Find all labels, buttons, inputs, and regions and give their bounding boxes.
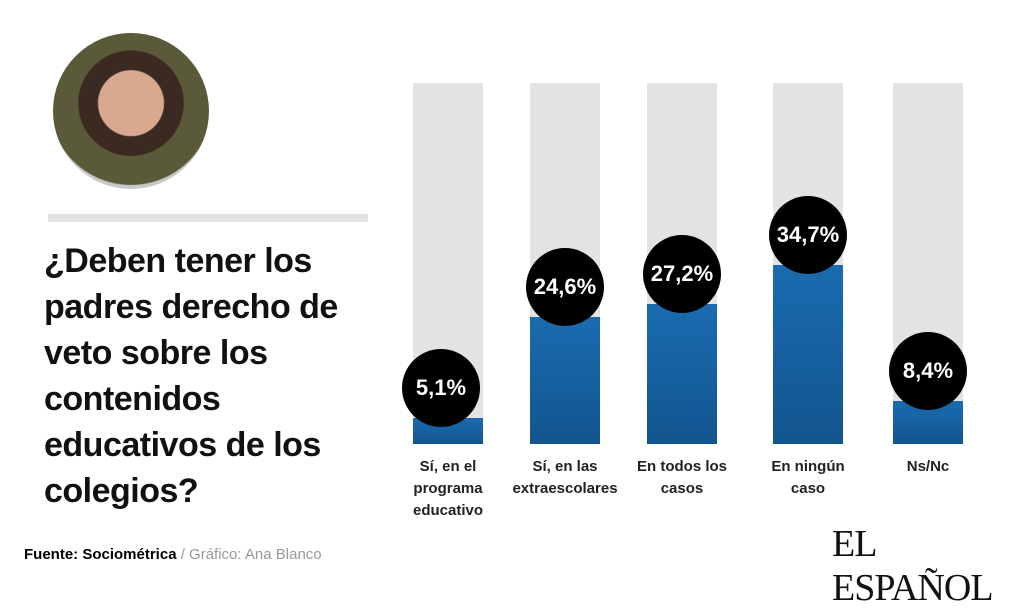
x-tick-label: Sí, en el programa educativo — [412, 458, 484, 519]
value-label: 34,7% — [769, 196, 847, 275]
value-label: 27,2% — [643, 234, 721, 313]
logo: EL ESPAÑOL — [832, 523, 994, 609]
bar — [773, 265, 843, 444]
value-label: 8,4% — [889, 331, 967, 410]
x-tick-label: Ns/Nc — [906, 458, 950, 475]
credit: / Gráfico: Ana Blanco — [180, 546, 322, 563]
value-label: 5,1% — [402, 348, 480, 427]
page: ¿Deben tener los padres derecho de veto … — [24, 33, 994, 609]
value-label: 24,6% — [526, 248, 604, 327]
source-text: Fuente: Sociométrica — [24, 546, 177, 563]
x-tick-label: Sí, en las extraescolares — [512, 458, 618, 497]
divider — [48, 214, 368, 222]
bar — [530, 317, 600, 444]
x-tick-label: En todos los casos — [637, 458, 727, 497]
source: Fuente: Sociométrica / Gráfico: Ana Blan… — [24, 546, 322, 563]
x-tick-label: En ningún caso — [771, 458, 845, 497]
bar — [647, 303, 717, 444]
photo — [53, 33, 209, 189]
chart-title: ¿Deben tener los padres derecho de veto … — [44, 242, 338, 510]
